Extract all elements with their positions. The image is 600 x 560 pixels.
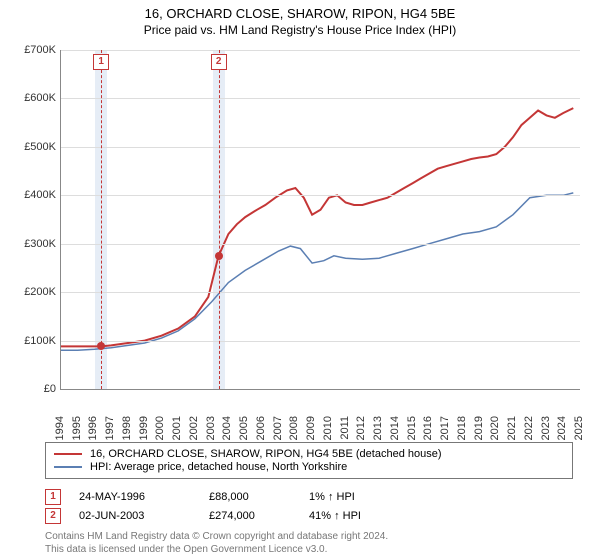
legend-swatch [54, 453, 82, 455]
x-axis-label: 2009 [305, 416, 317, 440]
x-axis-label: 1997 [104, 416, 116, 440]
sale-marker-badge: 1 [93, 54, 109, 70]
gridline [61, 341, 580, 342]
sale-price: £274,000 [209, 510, 309, 522]
gridline [61, 195, 580, 196]
legend-label: HPI: Average price, detached house, Nort… [90, 461, 347, 473]
x-axis-label: 2019 [473, 416, 485, 440]
x-axis-label: 2024 [556, 416, 568, 440]
gridline [61, 147, 580, 148]
x-axis-label: 2018 [456, 416, 468, 440]
x-axis-label: 2010 [322, 416, 334, 440]
plot-area: 12 [60, 50, 580, 390]
y-axis-label: £500K [10, 141, 56, 153]
gridline [61, 292, 580, 293]
legend-swatch [54, 466, 82, 468]
sale-marker-line [219, 50, 220, 389]
x-axis-label: 2017 [439, 416, 451, 440]
y-axis-label: £700K [10, 44, 56, 56]
arrow-up-icon: ↑ [334, 510, 340, 522]
sale-table: 1 24-MAY-1996£88,0001% ↑ HPI 2 02-JUN-2003£… [45, 486, 573, 527]
footer-line1: Contains HM Land Registry data © Crown c… [45, 531, 388, 544]
legend-label: 16, ORCHARD CLOSE, SHAROW, RIPON, HG4 5B… [90, 448, 442, 460]
y-axis-label: £0 [10, 383, 56, 395]
title-address: 16, ORCHARD CLOSE, SHAROW, RIPON, HG4 5B… [0, 6, 600, 21]
x-axis-label: 2011 [339, 416, 351, 440]
legend: 16, ORCHARD CLOSE, SHAROW, RIPON, HG4 5B… [45, 442, 573, 479]
title-block: 16, ORCHARD CLOSE, SHAROW, RIPON, HG4 5B… [0, 0, 600, 37]
x-axis-label: 2006 [255, 416, 267, 440]
x-axis-label: 2001 [171, 416, 183, 440]
chart-area: 12 £0£100K£200K£300K£400K£500K£600K£700K… [10, 50, 590, 430]
series-line [61, 193, 573, 350]
chart-container: 16, ORCHARD CLOSE, SHAROW, RIPON, HG4 5B… [0, 0, 600, 560]
x-axis-label: 1998 [121, 416, 133, 440]
y-axis-label: £600K [10, 92, 56, 104]
x-axis-label: 2023 [540, 416, 552, 440]
x-axis-label: 2022 [523, 416, 535, 440]
x-axis-label: 1999 [138, 416, 150, 440]
x-axis-label: 2008 [288, 416, 300, 440]
x-axis-label: 2013 [372, 416, 384, 440]
sale-row: 1 24-MAY-1996£88,0001% ↑ HPI [45, 489, 573, 505]
x-axis-label: 2004 [221, 416, 233, 440]
gridline [61, 50, 580, 51]
x-axis-label: 2020 [489, 416, 501, 440]
y-axis-label: £300K [10, 238, 56, 250]
x-axis-label: 2012 [355, 416, 367, 440]
gridline [61, 98, 580, 99]
footer-line2: This data is licensed under the Open Gov… [45, 544, 388, 557]
x-axis-label: 2005 [238, 416, 250, 440]
y-axis-label: £100K [10, 335, 56, 347]
sale-price: £88,000 [209, 491, 309, 503]
x-axis-label: 2014 [389, 416, 401, 440]
y-axis-label: £200K [10, 286, 56, 298]
x-axis-label: 2021 [506, 416, 518, 440]
sale-marker-badge: 2 [211, 54, 227, 70]
x-axis-label: 1995 [71, 416, 83, 440]
sale-date: 24-MAY-1996 [79, 491, 209, 503]
sale-row-badge: 1 [45, 489, 61, 505]
legend-item: 16, ORCHARD CLOSE, SHAROW, RIPON, HG4 5B… [54, 448, 564, 460]
line-svg [61, 50, 580, 389]
x-axis-label: 1994 [54, 416, 66, 440]
x-axis-label: 1996 [87, 416, 99, 440]
footer-attribution: Contains HM Land Registry data © Crown c… [45, 531, 388, 556]
x-axis-label: 2016 [422, 416, 434, 440]
x-axis-label: 2003 [205, 416, 217, 440]
x-axis-label: 2007 [272, 416, 284, 440]
sale-row: 2 02-JUN-2003£274,00041% ↑ HPI [45, 508, 573, 524]
sale-pct: 1% ↑ HPI [309, 491, 419, 503]
sale-marker-line [101, 50, 102, 389]
sale-pct: 41% ↑ HPI [309, 510, 419, 522]
sale-marker-dot [97, 342, 105, 350]
x-axis-label: 2002 [188, 416, 200, 440]
gridline [61, 244, 580, 245]
sale-row-badge: 2 [45, 508, 61, 524]
x-axis-label: 2025 [573, 416, 585, 440]
y-axis-label: £400K [10, 189, 56, 201]
sale-marker-dot [215, 252, 223, 260]
sale-date: 02-JUN-2003 [79, 510, 209, 522]
legend-item: HPI: Average price, detached house, Nort… [54, 461, 564, 473]
title-subtitle: Price paid vs. HM Land Registry's House … [0, 23, 600, 37]
x-axis-label: 2015 [406, 416, 418, 440]
x-axis-label: 2000 [154, 416, 166, 440]
arrow-up-icon: ↑ [328, 491, 334, 503]
